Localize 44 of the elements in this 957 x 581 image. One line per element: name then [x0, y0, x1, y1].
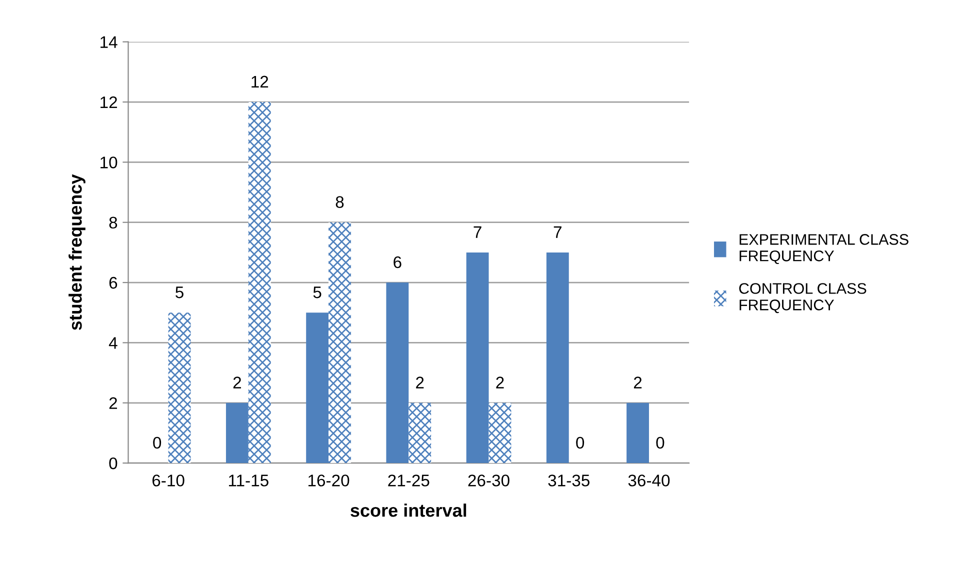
- data-label: 7: [474, 226, 482, 238]
- data-label: 2: [416, 376, 424, 388]
- y-tick-label: 6: [109, 276, 118, 289]
- data-label: 2: [233, 376, 241, 388]
- bar: [626, 402, 649, 464]
- data-label: 0: [576, 436, 584, 449]
- data-label: 2: [634, 376, 642, 388]
- data-label: 0: [656, 436, 664, 449]
- x-tick-label: 31-35: [548, 474, 590, 486]
- y-tick-label: 2: [109, 397, 117, 409]
- legend-label: EXPERIMENTAL CLASS FREQUENCY: [740, 234, 908, 264]
- y-tick-label: 14: [100, 36, 118, 48]
- y-tick-label: 4: [108, 337, 118, 349]
- legend-label: CONTROL CLASS FREQUENCY: [739, 283, 866, 314]
- x-tick-label: 36-40: [628, 474, 670, 486]
- bar: [328, 222, 351, 464]
- y-tick-label: 12: [100, 96, 117, 108]
- x-tick-label: 16-20: [308, 474, 350, 486]
- y-tick-label: 10: [100, 156, 118, 168]
- data-label: 6: [394, 256, 402, 268]
- y-tick-label: 0: [109, 457, 118, 470]
- bar: [226, 402, 248, 464]
- bar: [306, 312, 329, 464]
- x-axis-title: score interval: [350, 504, 466, 517]
- y-axis-title: student frequency: [68, 174, 86, 330]
- data-label: 8: [336, 196, 344, 208]
- data-label: 0: [153, 436, 162, 449]
- data-label: 12: [252, 76, 268, 88]
- x-tick-label: 21-25: [388, 474, 430, 486]
- bar: [408, 402, 432, 464]
- bar: [386, 282, 409, 464]
- bar: [466, 252, 489, 464]
- bar: [168, 312, 191, 464]
- y-tick-label: 8: [109, 216, 118, 229]
- x-tick-label: 26-30: [468, 474, 510, 486]
- x-tick-label: 6-10: [152, 474, 184, 486]
- bar: [248, 102, 271, 464]
- bar: [488, 402, 512, 464]
- x-tick-label: 11-15: [228, 474, 268, 486]
- data-label: 5: [313, 286, 322, 298]
- data-label: 2: [496, 376, 504, 388]
- data-label: 5: [176, 286, 184, 298]
- data-label: 7: [554, 226, 562, 238]
- bar: [546, 252, 569, 464]
